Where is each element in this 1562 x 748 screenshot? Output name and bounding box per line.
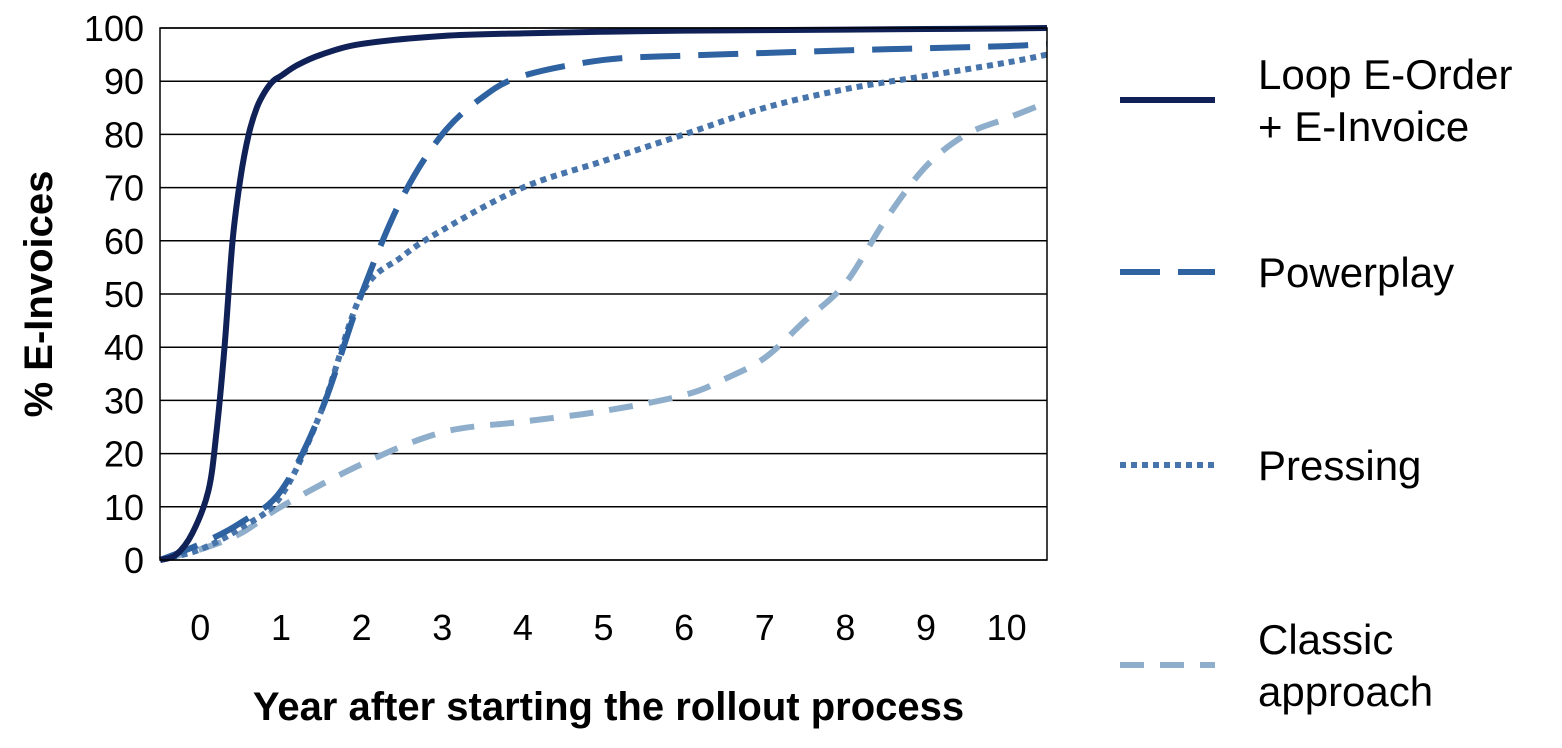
legend-entry: Classic approach: [1120, 616, 1433, 715]
x-tick-label: 7: [755, 607, 775, 648]
y-tick-label: 80: [104, 114, 144, 155]
series-line-pressing: [159, 51, 1048, 563]
legend-entry: Loop E-Order + E-Invoice: [1120, 51, 1512, 150]
x-tick-label: 3: [432, 607, 452, 648]
y-tick-label: 40: [104, 327, 144, 368]
y-tick-label: 50: [104, 274, 144, 315]
x-tick-label: 1: [271, 607, 291, 648]
legend-label: Loop E-Order: [1258, 51, 1512, 98]
series-line-loop-e-order-e-invoice: [159, 25, 1048, 563]
x-tick-label: 10: [987, 607, 1027, 648]
x-tick-label: 8: [835, 607, 855, 648]
series-line-powerplay: [158, 40, 1048, 563]
legend-label: Classic: [1258, 616, 1393, 663]
legend-label: Pressing: [1258, 442, 1421, 489]
x-tick-label: 5: [593, 607, 613, 648]
y-tick-label: 90: [104, 61, 144, 102]
y-axis-tick-labels: 0 10 20 30 40 50 60 70 80 90 100: [84, 8, 144, 581]
y-tick-label: 10: [104, 487, 144, 528]
legend-label: Powerplay: [1258, 249, 1454, 296]
legend: Loop E-Order + E-Invoice Powerplay Pressing…: [1120, 51, 1512, 715]
legend-entry: Powerplay: [1120, 249, 1454, 296]
y-tick-label: 0: [124, 540, 144, 581]
y-tick-label: 20: [104, 434, 144, 475]
y-tick-label: 60: [104, 221, 144, 262]
legend-label: + E-Invoice: [1258, 103, 1469, 150]
x-axis-tick-labels: 0 1 2 3 4 5 6 7 8 9 10: [190, 607, 1026, 648]
series-line-classic-approach: [159, 99, 1049, 563]
y-tick-label: 30: [104, 380, 144, 421]
series-lines: [158, 25, 1049, 563]
x-tick-label: 0: [190, 607, 210, 648]
x-tick-label: 4: [513, 607, 533, 648]
legend-label: approach: [1258, 668, 1433, 715]
y-tick-label: 70: [104, 168, 144, 209]
x-tick-label: 2: [352, 607, 372, 648]
x-tick-label: 9: [916, 607, 936, 648]
y-axis-title: % E-Invoices: [17, 171, 61, 418]
legend-entry: Pressing: [1120, 442, 1421, 489]
x-tick-label: 6: [674, 607, 694, 648]
x-axis-title: Year after starting the rollout process: [253, 685, 964, 729]
plot-area-border: [159, 27, 1048, 561]
y-tick-label: 100: [84, 8, 144, 49]
